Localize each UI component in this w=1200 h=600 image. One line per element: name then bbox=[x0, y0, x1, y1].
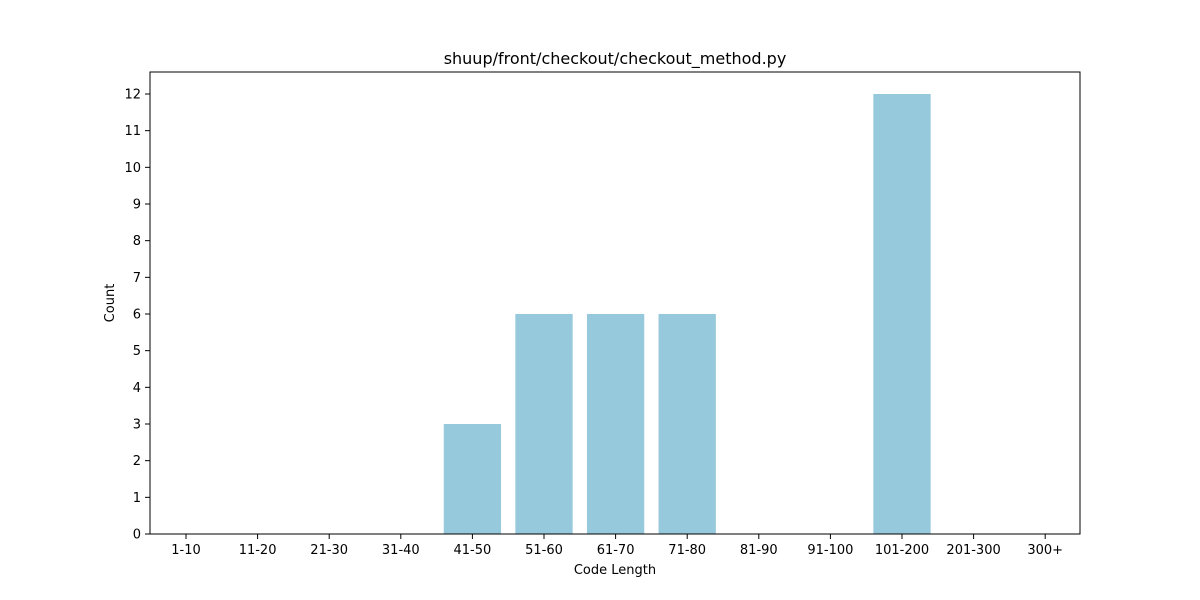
y-tick-label: 0 bbox=[133, 528, 141, 543]
y-tick-label: 1 bbox=[133, 491, 141, 506]
y-tick-label: 3 bbox=[133, 418, 141, 433]
x-axis-label: Code Length bbox=[574, 563, 656, 578]
x-tick-label: 71-80 bbox=[668, 543, 706, 558]
x-tick-label: 101-200 bbox=[875, 543, 929, 558]
x-tick-label: 51-60 bbox=[525, 543, 563, 558]
x-tick-label: 61-70 bbox=[597, 543, 635, 558]
bar-51-60 bbox=[515, 314, 573, 534]
bars-layer bbox=[443, 94, 931, 534]
x-tick-label: 81-90 bbox=[740, 543, 778, 558]
x-tick-label: 11-20 bbox=[239, 543, 277, 558]
plot-frame bbox=[149, 71, 1081, 535]
x-tick-label: 91-100 bbox=[807, 543, 853, 558]
x-tick-label: 1-10 bbox=[171, 543, 201, 558]
y-tick-label: 6 bbox=[133, 308, 141, 323]
x-tick-label: 21-30 bbox=[310, 543, 348, 558]
y-tick-label: 12 bbox=[124, 88, 141, 103]
bar-61-70 bbox=[586, 314, 645, 534]
y-tick-label: 10 bbox=[124, 161, 141, 176]
bar-41-50 bbox=[443, 424, 502, 534]
x-tick-label: 300+ bbox=[1027, 543, 1063, 558]
y-tick-label: 11 bbox=[124, 124, 141, 139]
chart-title: shuup/front/checkout/checkout_method.py bbox=[444, 49, 787, 69]
y-tick-label: 4 bbox=[133, 381, 141, 396]
bar-71-80 bbox=[658, 314, 716, 534]
y-tick-label: 7 bbox=[133, 271, 141, 286]
x-tick-label: 41-50 bbox=[454, 543, 492, 558]
y-tick-label: 5 bbox=[133, 344, 141, 359]
x-tick-label: 201-300 bbox=[946, 543, 1000, 558]
y-tick-label: 2 bbox=[133, 454, 141, 469]
x-axis-ticks: 1-10 11-20 21-30 31-40 41-50 51-60 61-70 71-80 8… bbox=[171, 534, 1063, 558]
y-tick-label: 8 bbox=[133, 234, 141, 249]
y-tick-label: 9 bbox=[133, 198, 141, 213]
y-axis-label: Count bbox=[103, 284, 118, 323]
x-tick-label: 31-40 bbox=[382, 543, 420, 558]
bar-101-200 bbox=[873, 94, 931, 534]
